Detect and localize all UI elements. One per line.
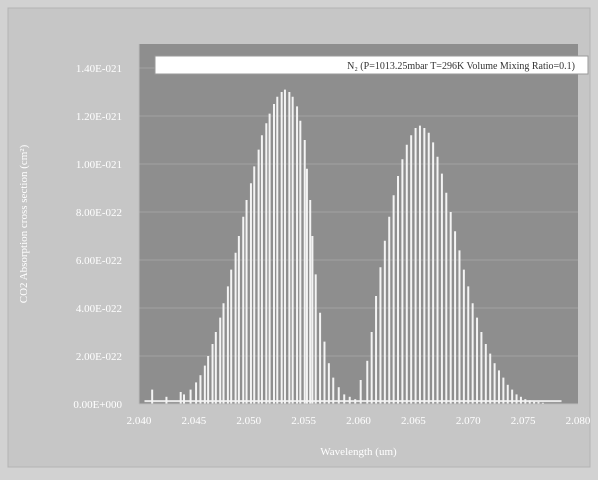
y-tick-label: 2.00E-022 <box>76 351 122 363</box>
x-axis-label: Wavelength (um) <box>320 446 397 458</box>
y-tick-label: 1.00E-021 <box>76 159 122 171</box>
plot-area <box>139 44 578 404</box>
y-tick-label: 1.40E-021 <box>76 63 122 75</box>
y-tick-label: 4.00E-022 <box>76 303 122 315</box>
legend-box <box>154 55 589 75</box>
x-tick-label: 2.050 <box>236 415 261 427</box>
x-tick-label: 2.065 <box>401 415 426 427</box>
y-axis-label: CO2 Absorption cross section (cm²) <box>18 144 30 303</box>
x-tick-label: 2.080 <box>566 415 591 427</box>
x-tick-label: 2.055 <box>291 415 316 427</box>
x-tick-label: 2.075 <box>511 415 536 427</box>
y-tick-label: 6.00E-022 <box>76 255 122 267</box>
x-tick-label: 2.045 <box>182 415 207 427</box>
x-tick-label: 2.040 <box>127 415 152 427</box>
y-tick-label: 8.00E-022 <box>76 207 122 219</box>
x-tick-label: 2.060 <box>346 415 371 427</box>
legend-text: N₂ (P=1013.25mbar T=296K Volume Mixing R… <box>347 61 575 72</box>
y-tick-label: 0.00E+000 <box>73 399 122 411</box>
y-tick-label: 1.20E-021 <box>76 111 122 123</box>
x-tick-label: 2.070 <box>456 415 481 427</box>
